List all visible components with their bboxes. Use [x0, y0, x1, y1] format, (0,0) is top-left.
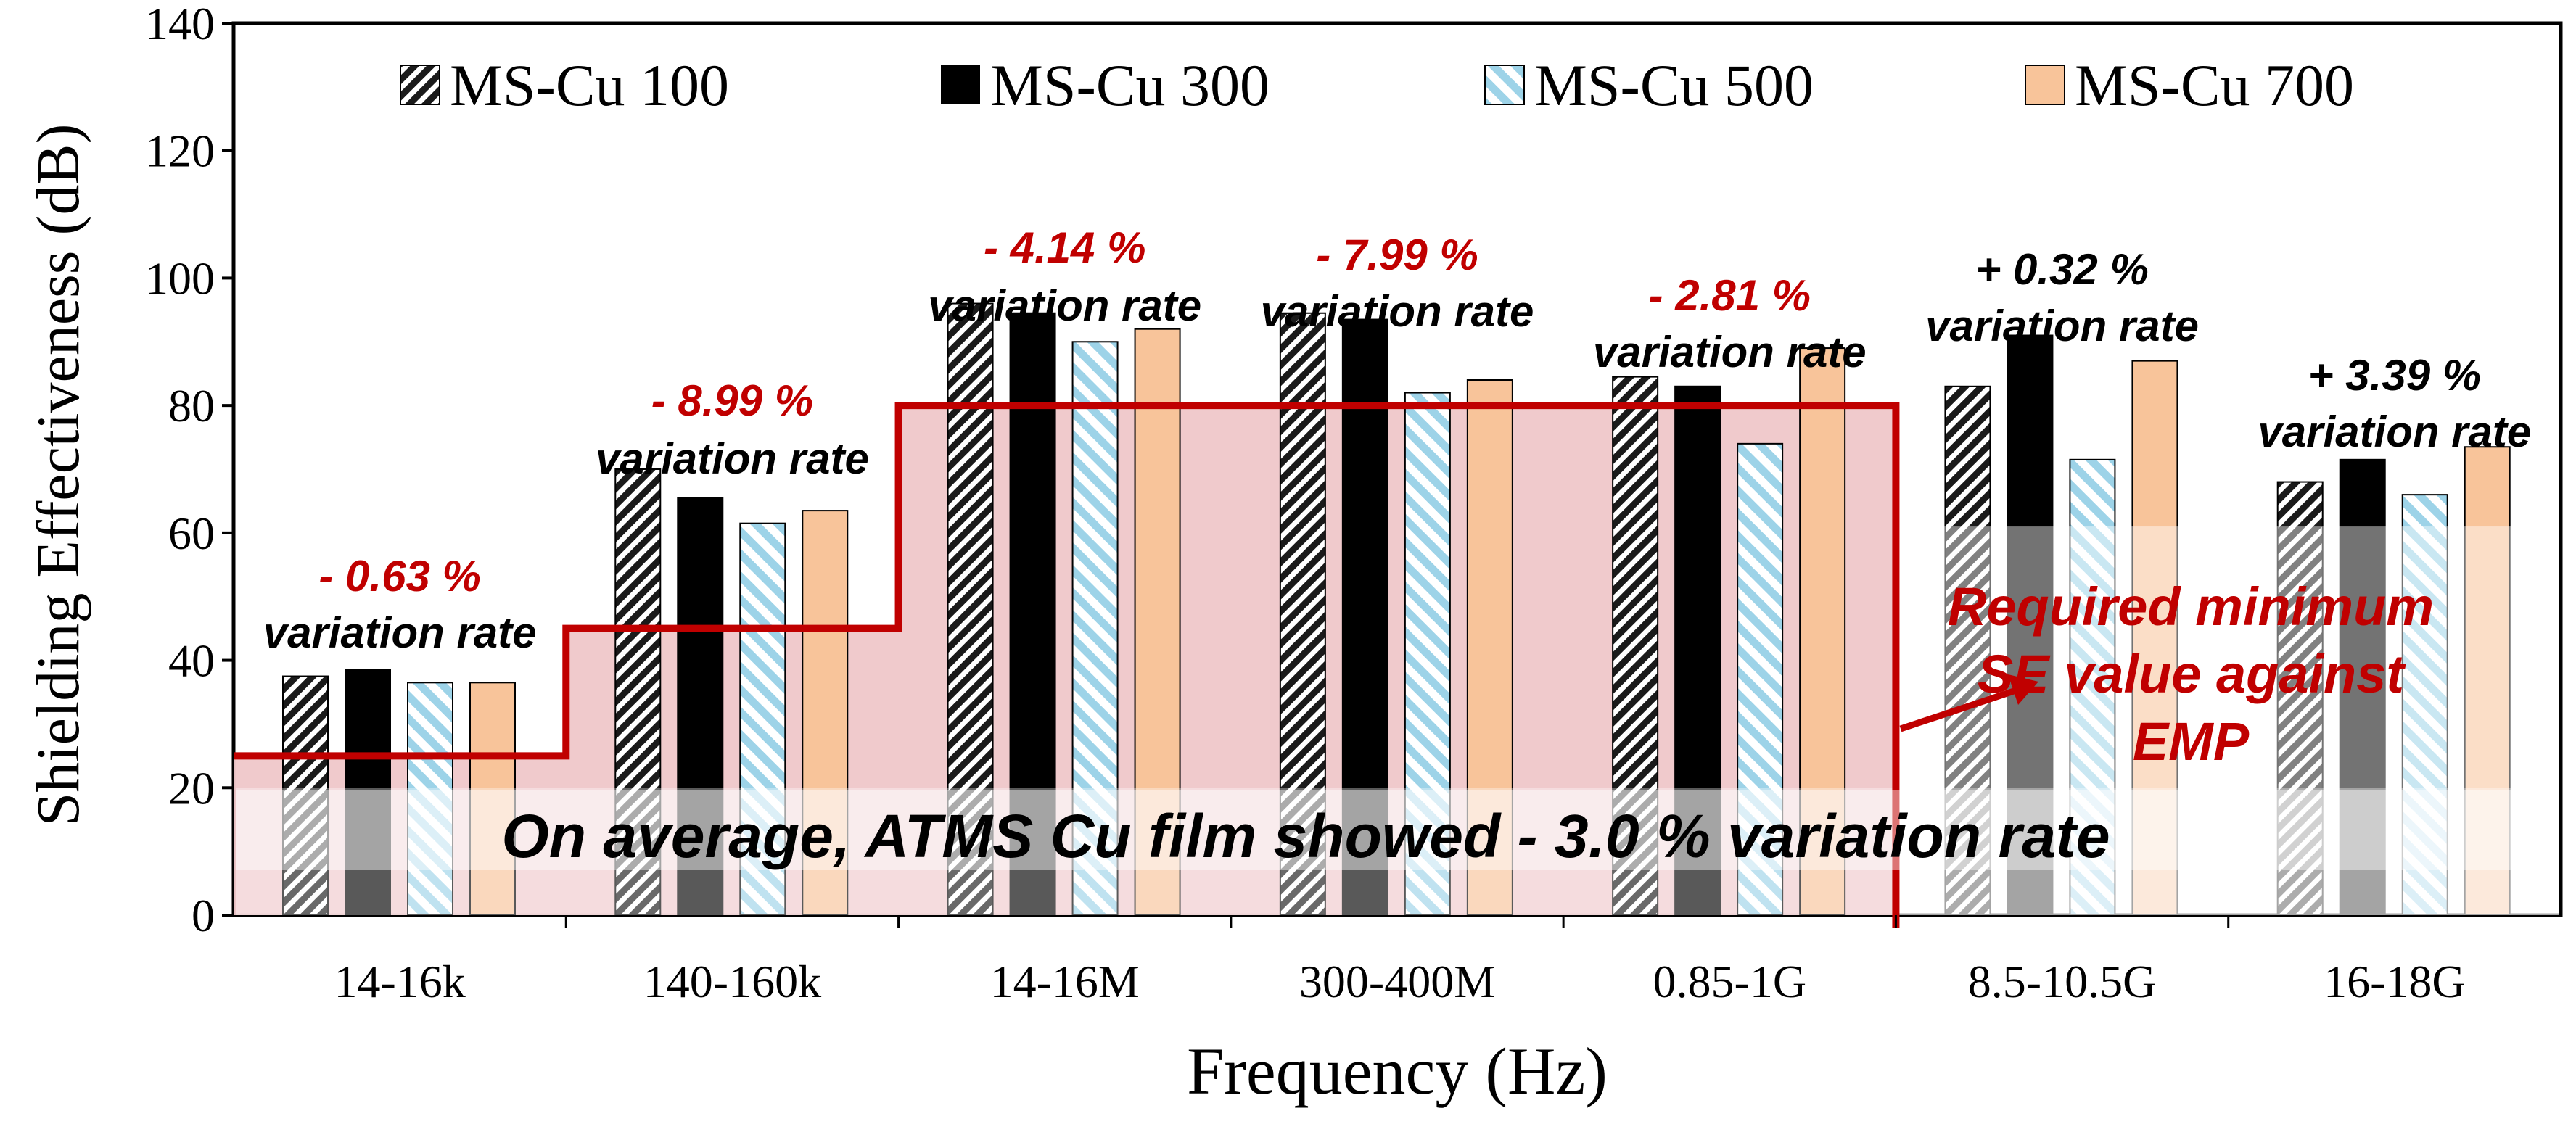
bar-ms-cu-500-0.85-1g	[1737, 442, 1784, 916]
bar-ms-cu-300-140-160k	[677, 497, 724, 916]
annotation-rate-140-160k: - 8.99 %	[651, 376, 813, 425]
y-tick-label-80: 80	[168, 380, 215, 431]
annotation-text-140-160k: variation rate	[596, 434, 869, 483]
bar-ms-cu-100-16-18g	[2276, 481, 2324, 916]
annotation-text-14-16m: variation rate	[928, 281, 1201, 330]
bar-ms-cu-100-8.5-10.5g	[1944, 385, 1991, 916]
legend-swatch-ms-cu-500	[1484, 65, 1525, 105]
annotation-rate-0.85-1g: - 2.81 %	[1649, 271, 1811, 320]
bar-ms-cu-500-14-16k	[407, 682, 453, 916]
x-tick-label-300-400m: 300-400M	[1299, 956, 1495, 1007]
annotation-text-8.5-10.5g: variation rate	[1925, 302, 2199, 350]
bar-ms-cu-700-8.5-10.5g	[2131, 360, 2178, 916]
x-tick-label-16-18g: 16-18G	[2324, 956, 2466, 1007]
y-tick-label-60: 60	[168, 508, 215, 559]
bar-ms-cu-700-14-16m	[1134, 328, 1181, 916]
required-label-line-1: Required minimum	[1948, 577, 2434, 637]
annotation-text-300-400m: variation rate	[1261, 287, 1534, 336]
legend-swatch-ms-cu-300	[941, 65, 980, 104]
bar-ms-cu-100-14-16k	[282, 675, 329, 916]
annotation-rate-300-400m: - 7.99 %	[1316, 231, 1478, 279]
bar-ms-cu-300-8.5-10.5g	[2007, 334, 2054, 916]
bar-ms-cu-500-140-160k	[739, 522, 786, 916]
annotation-rate-16-18g: + 3.39 %	[2308, 351, 2482, 400]
x-axis-title: Frequency (Hz)	[1187, 1034, 1608, 1108]
legend-label-ms-cu-700: MS-Cu 700	[2075, 52, 2354, 118]
bar-ms-cu-500-16-18g	[2401, 494, 2448, 916]
required-arrow-head	[2008, 674, 2038, 705]
bars	[282, 302, 2511, 917]
x-tick-label-8.5-10.5g: 8.5-10.5G	[1968, 956, 2157, 1007]
y-tick-label-140: 140	[145, 0, 215, 49]
threshold-line	[234, 402, 1900, 928]
required-label-line-3: EMP	[2133, 711, 2250, 772]
average-banner-bg	[236, 790, 2559, 870]
x-tick-label-140-160k: 140-160k	[643, 956, 821, 1007]
legend-label-ms-cu-100: MS-Cu 100	[450, 52, 729, 118]
bar-ms-cu-700-140-160k	[802, 510, 849, 916]
x-tick-label-0.85-1g: 0.85-1G	[1653, 956, 1807, 1007]
threshold-step-line	[234, 402, 1900, 928]
bar-ms-cu-100-0.85-1g	[1612, 376, 1659, 916]
y-tick-label-0: 0	[192, 890, 215, 941]
variation-rate-annotations: - 0.63 % variation rate - 8.99 % variation …	[263, 223, 2532, 657]
y-tick-label-120: 120	[145, 125, 215, 177]
bar-ms-cu-500-8.5-10.5g	[2069, 458, 2116, 916]
y-tick-label-20: 20	[168, 762, 215, 814]
bar-ms-cu-500-14-16m	[1071, 341, 1119, 916]
bar-ms-cu-700-14-16k	[469, 682, 516, 916]
legend-swatch-ms-cu-100	[400, 65, 440, 105]
bar-ms-cu-100-300-400m	[1279, 312, 1326, 916]
axes: 0 20 40 60 80 100 120 140 14-16k 140-160k 14-16M 30…	[145, 0, 2466, 1007]
legend-label-ms-cu-500: MS-Cu 500	[1534, 52, 1814, 118]
annotation-rate-8.5-10.5g: + 0.32 %	[1975, 245, 2149, 294]
bar-ms-cu-700-300-400m	[1466, 379, 1513, 916]
annotation-text-16-18g: variation rate	[2258, 408, 2531, 456]
low-band-overlay	[236, 788, 2559, 915]
annotation-rate-14-16m: - 4.14 %	[984, 223, 1145, 272]
bar-ms-cu-100-140-160k	[614, 468, 662, 916]
annotation-rate-14-16k: - 0.63 %	[318, 552, 480, 600]
y-tick-label-40: 40	[168, 635, 215, 687]
annotation-text-14-16k: variation rate	[263, 608, 537, 657]
required-arrow-shaft	[1899, 685, 2022, 732]
annotation-text-0.85-1g: variation rate	[1593, 328, 1867, 376]
required-minimum-callout: Required minimum SE value against EMP	[1899, 577, 2434, 772]
y-axis-title: Shielding Effectiveness (dB)	[25, 124, 92, 827]
bar-ms-cu-300-16-18g	[2339, 458, 2386, 916]
y-tick-label-100: 100	[145, 252, 215, 304]
bar-ms-cu-300-14-16k	[345, 669, 391, 916]
bar-ms-cu-300-0.85-1g	[1674, 385, 1721, 916]
required-label-line-2: SE value against	[1978, 644, 2406, 704]
bar-ms-cu-700-16-18g	[2464, 446, 2511, 916]
right-region-overlay	[1896, 526, 2559, 915]
overlays	[236, 526, 2559, 915]
bar-ms-cu-700-0.85-1g	[1799, 347, 1846, 917]
bar-ms-cu-300-14-16m	[1009, 312, 1056, 916]
bar-ms-cu-300-300-400m	[1341, 318, 1388, 916]
legend-label-ms-cu-300: MS-Cu 300	[990, 52, 1270, 118]
legend-swatch-ms-cu-700	[2025, 65, 2065, 105]
x-tick-label-14-16m: 14-16M	[990, 956, 1140, 1007]
average-banner-text: On average, ATMS Cu film showed - 3.0 % …	[501, 802, 2110, 870]
legend: MS-Cu 100 MS-Cu 300 MS-Cu 500 MS-Cu 700	[400, 52, 2354, 118]
x-tick-label-14-16k: 14-16k	[334, 956, 465, 1007]
bar-ms-cu-500-300-400m	[1404, 392, 1451, 916]
